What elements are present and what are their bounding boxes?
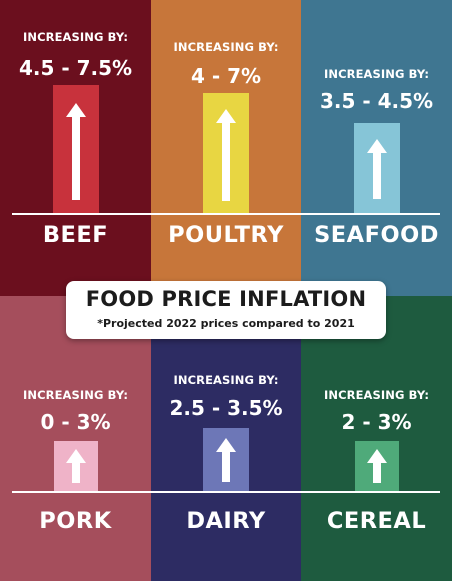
beef-range: 4.5 - 7.5% <box>18 56 133 80</box>
top-baseline <box>12 213 440 215</box>
up-arrow-icon <box>65 103 86 200</box>
beef-label: BEEF <box>42 222 109 248</box>
pork-bar <box>53 441 98 491</box>
dairy-label: DAIRY <box>186 508 266 534</box>
beef-bar <box>52 85 99 213</box>
seafood-range: 3.5 - 4.5% <box>319 89 434 113</box>
pork-label: PORK <box>39 508 112 534</box>
title-card: FOOD PRICE INFLATION *Projected 2022 pri… <box>66 281 386 339</box>
seafood-bar <box>353 123 400 213</box>
increase-label: INCREASING BY: <box>22 30 129 44</box>
increase-label: INCREASING BY: <box>173 373 279 387</box>
up-arrow-icon <box>216 109 236 201</box>
bottom-baseline <box>12 491 440 493</box>
beef-panel: INCREASING BY: 4.5 - 7.5% BEEF <box>0 0 151 296</box>
poultry-bar <box>203 93 249 213</box>
cereal-label: CEREAL <box>326 508 427 534</box>
increase-label: INCREASING BY: <box>173 40 279 54</box>
seafood-panel: INCREASING BY: 3.5 - 4.5% SEAFOOD <box>301 0 452 296</box>
increase-label: INCREASING BY: <box>323 67 430 81</box>
pork-panel: INCREASING BY: 0 - 3% PORK <box>0 296 151 581</box>
seafood-label: SEAFOOD <box>314 222 439 248</box>
up-arrow-icon <box>65 449 86 483</box>
increase-label: INCREASING BY: <box>22 388 129 402</box>
dairy-range: 2.5 - 3.5% <box>169 396 283 420</box>
increase-label: INCREASING BY: <box>323 388 430 402</box>
cereal-bar <box>354 441 399 491</box>
up-arrow-icon <box>366 449 387 483</box>
page-subtitle: *Projected 2022 prices compared to 2021 <box>97 317 355 330</box>
poultry-panel: INCREASING BY: 4 - 7% POULTRY <box>151 0 301 296</box>
cereal-panel: INCREASING BY: 2 - 3% CEREAL <box>301 296 452 581</box>
up-arrow-icon <box>216 438 236 482</box>
pork-range: 0 - 3% <box>40 410 111 434</box>
poultry-range: 4 - 7% <box>190 64 262 88</box>
dairy-panel: INCREASING BY: 2.5 - 3.5% DAIRY <box>151 296 301 581</box>
up-arrow-icon <box>366 139 387 199</box>
poultry-label: POULTRY <box>168 222 284 248</box>
dairy-bar <box>203 428 249 491</box>
page-title: FOOD PRICE INFLATION <box>85 287 367 311</box>
cereal-range: 2 - 3% <box>341 410 412 434</box>
